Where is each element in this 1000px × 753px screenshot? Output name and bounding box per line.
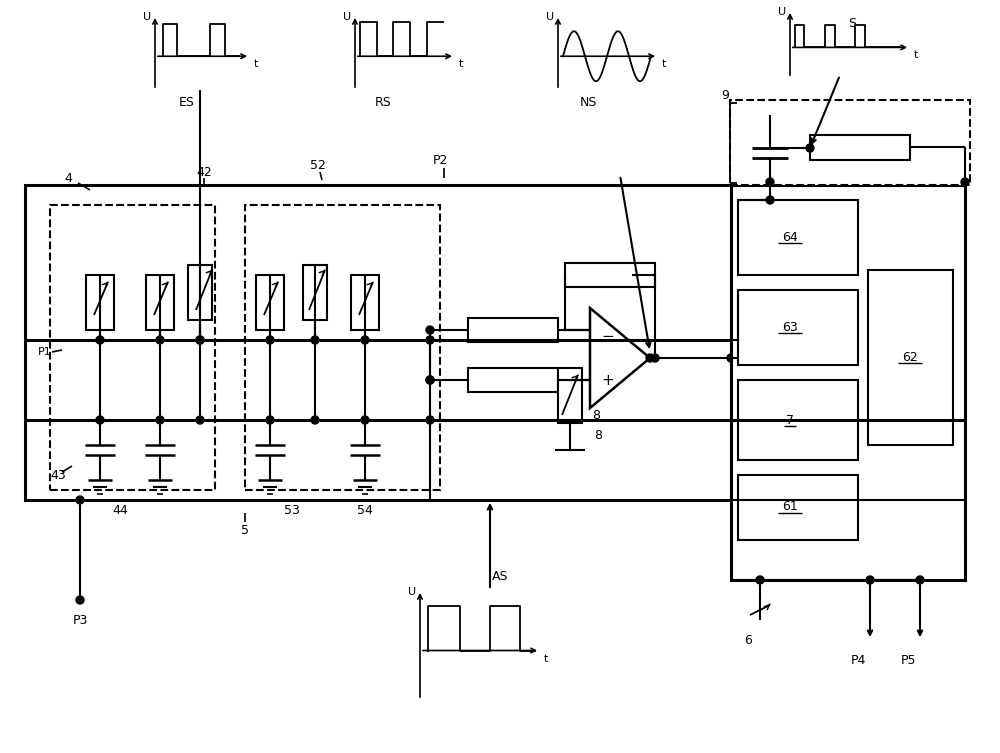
- Text: 62: 62: [902, 350, 918, 364]
- Circle shape: [961, 178, 969, 186]
- Bar: [86, 275, 114, 330]
- Circle shape: [196, 336, 204, 344]
- Text: t: t: [254, 59, 258, 69]
- Circle shape: [426, 416, 434, 424]
- Bar: [256, 275, 284, 330]
- Circle shape: [311, 336, 319, 344]
- Text: RS: RS: [375, 96, 391, 108]
- Bar: [468, 318, 558, 342]
- Bar: [738, 200, 858, 275]
- Circle shape: [766, 196, 774, 204]
- Bar: [565, 263, 655, 287]
- Circle shape: [866, 576, 874, 584]
- Text: +: +: [602, 373, 614, 388]
- Text: t: t: [459, 59, 463, 69]
- Circle shape: [361, 416, 369, 424]
- Text: U: U: [343, 12, 351, 22]
- Bar: [738, 475, 858, 540]
- Text: NS: NS: [579, 96, 597, 108]
- Text: P3: P3: [72, 614, 88, 626]
- Text: −: −: [602, 328, 614, 343]
- Circle shape: [266, 416, 274, 424]
- Text: 44: 44: [112, 504, 128, 517]
- Bar: [245, 205, 440, 490]
- Bar: [303, 265, 327, 320]
- Text: P2: P2: [432, 154, 448, 166]
- Circle shape: [266, 336, 274, 344]
- Text: t: t: [544, 654, 548, 663]
- Bar: [810, 135, 910, 160]
- Text: 64: 64: [782, 230, 798, 243]
- Text: S: S: [848, 17, 856, 29]
- Bar: [738, 290, 858, 365]
- Circle shape: [426, 326, 434, 334]
- Text: 4: 4: [64, 172, 72, 184]
- Circle shape: [156, 336, 164, 344]
- Circle shape: [76, 496, 84, 504]
- Text: 61: 61: [782, 501, 798, 514]
- Text: 5: 5: [241, 523, 249, 536]
- Text: P1: P1: [38, 347, 52, 357]
- Text: 42: 42: [196, 166, 212, 178]
- Circle shape: [756, 576, 764, 584]
- Text: 52: 52: [310, 158, 326, 172]
- Circle shape: [646, 354, 654, 362]
- Bar: [188, 265, 212, 320]
- Circle shape: [426, 376, 434, 384]
- Bar: [146, 275, 174, 330]
- Text: 8: 8: [592, 408, 600, 422]
- Circle shape: [727, 354, 735, 362]
- Circle shape: [806, 144, 814, 152]
- Circle shape: [196, 416, 204, 424]
- Text: U: U: [778, 7, 786, 17]
- Bar: [25, 185, 731, 500]
- Circle shape: [96, 416, 104, 424]
- Text: U: U: [546, 12, 554, 22]
- Bar: [730, 100, 970, 185]
- Text: 54: 54: [357, 504, 373, 517]
- Text: t: t: [662, 59, 666, 69]
- Text: P4: P4: [850, 654, 866, 666]
- Text: 8: 8: [594, 428, 602, 441]
- Circle shape: [76, 596, 84, 604]
- Text: U: U: [143, 12, 151, 22]
- Text: AS: AS: [492, 569, 508, 583]
- Bar: [351, 275, 379, 330]
- Bar: [50, 205, 215, 490]
- Text: 53: 53: [284, 504, 300, 517]
- Circle shape: [361, 336, 369, 344]
- Circle shape: [96, 336, 104, 344]
- Bar: [868, 270, 953, 445]
- Circle shape: [426, 376, 434, 384]
- Bar: [731, 185, 965, 580]
- Circle shape: [916, 576, 924, 584]
- Bar: [468, 368, 558, 392]
- Circle shape: [311, 416, 319, 424]
- Text: 43: 43: [50, 468, 66, 481]
- Text: ES: ES: [179, 96, 195, 108]
- Text: 63: 63: [782, 321, 798, 334]
- Circle shape: [156, 416, 164, 424]
- Text: 6: 6: [744, 633, 752, 647]
- Circle shape: [766, 178, 774, 186]
- Text: 9: 9: [721, 89, 729, 102]
- Circle shape: [426, 336, 434, 344]
- Text: t: t: [914, 50, 918, 60]
- Bar: [558, 368, 582, 423]
- Text: U: U: [408, 587, 416, 597]
- Text: P5: P5: [900, 654, 916, 666]
- Circle shape: [651, 354, 659, 362]
- Circle shape: [196, 336, 204, 344]
- Bar: [738, 380, 858, 460]
- Text: 7: 7: [786, 413, 794, 426]
